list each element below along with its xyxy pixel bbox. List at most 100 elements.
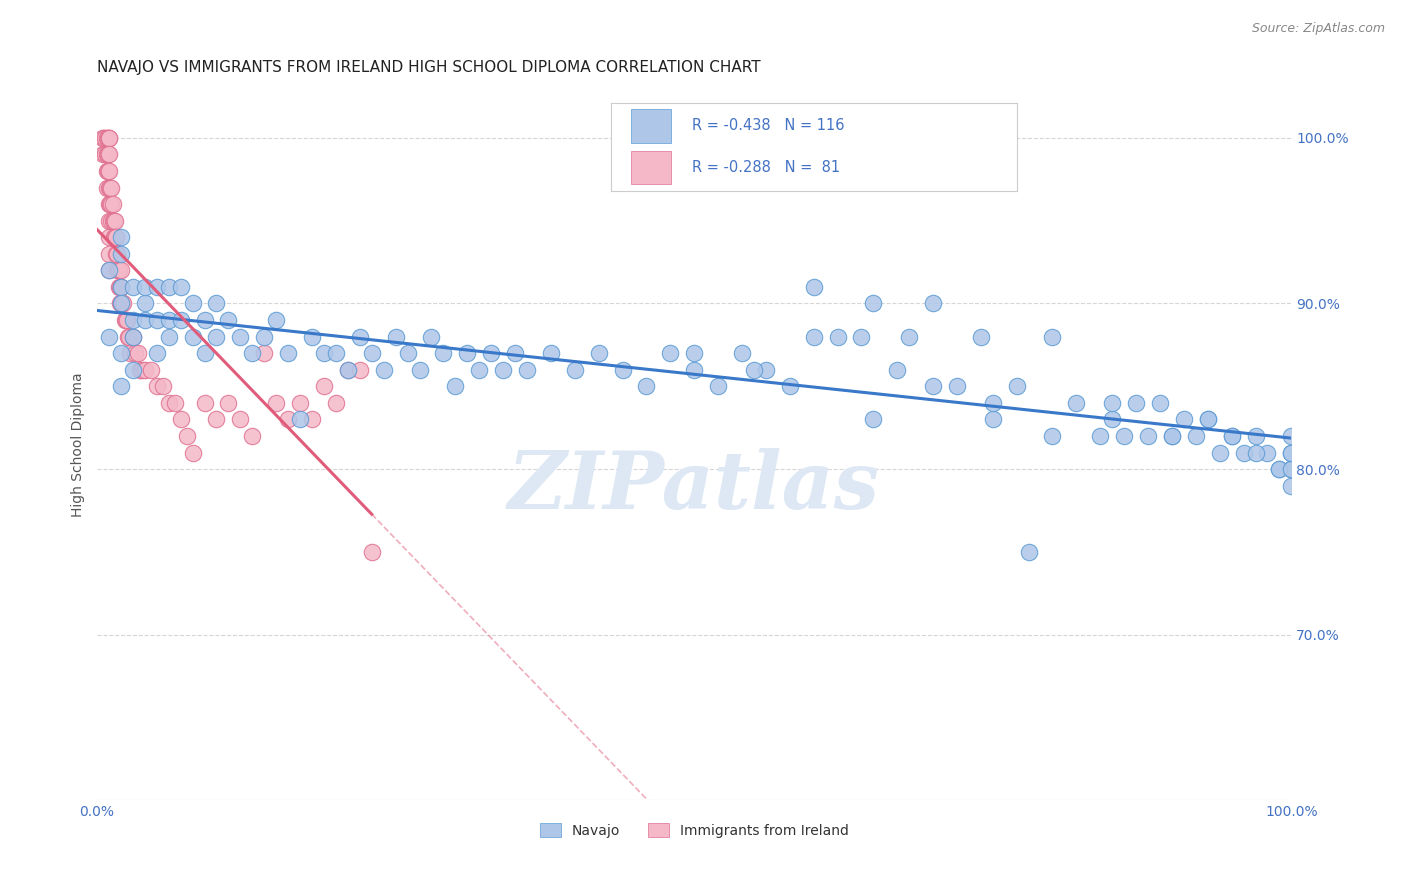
- Point: [731, 346, 754, 360]
- Point: [1268, 462, 1291, 476]
- Point: [612, 362, 634, 376]
- Point: [181, 296, 204, 310]
- Point: [114, 313, 136, 327]
- Point: [1184, 429, 1206, 443]
- Point: [922, 379, 945, 393]
- Point: [91, 131, 114, 145]
- Point: [1173, 412, 1195, 426]
- Point: [588, 346, 610, 360]
- Point: [98, 180, 121, 194]
- Point: [145, 346, 167, 360]
- Point: [240, 346, 263, 360]
- Point: [120, 346, 142, 360]
- Point: [110, 263, 132, 277]
- Point: [1256, 445, 1278, 459]
- Point: [101, 197, 124, 211]
- Point: [169, 412, 191, 426]
- Point: [229, 412, 252, 426]
- Point: [111, 296, 134, 310]
- Point: [1149, 396, 1171, 410]
- Point: [288, 412, 311, 426]
- Point: [94, 147, 117, 161]
- Point: [96, 131, 118, 145]
- Point: [110, 247, 132, 261]
- Point: [94, 131, 117, 145]
- Point: [98, 131, 121, 145]
- Point: [981, 396, 1004, 410]
- Point: [169, 280, 191, 294]
- Point: [1220, 429, 1243, 443]
- Point: [683, 346, 706, 360]
- Point: [946, 379, 969, 393]
- Point: [122, 313, 145, 327]
- Point: [1244, 429, 1267, 443]
- Point: [104, 230, 127, 244]
- Point: [970, 329, 993, 343]
- Point: [408, 362, 430, 376]
- Point: [742, 362, 765, 376]
- Point: [1114, 429, 1136, 443]
- Point: [1090, 429, 1112, 443]
- Point: [253, 346, 276, 360]
- Point: [862, 412, 884, 426]
- Point: [479, 346, 502, 360]
- Point: [98, 197, 121, 211]
- Point: [1232, 445, 1254, 459]
- Point: [1279, 478, 1302, 492]
- Point: [103, 213, 125, 227]
- Point: [98, 329, 121, 343]
- Point: [1208, 445, 1230, 459]
- Point: [1125, 396, 1147, 410]
- Point: [420, 329, 443, 343]
- Point: [97, 164, 120, 178]
- Point: [564, 362, 586, 376]
- Point: [169, 313, 191, 327]
- Point: [862, 296, 884, 310]
- Point: [803, 329, 825, 343]
- Point: [98, 180, 121, 194]
- Point: [1018, 545, 1040, 559]
- Point: [1279, 462, 1302, 476]
- Point: [96, 180, 118, 194]
- Point: [229, 329, 252, 343]
- Point: [107, 280, 129, 294]
- Point: [1279, 429, 1302, 443]
- Point: [683, 362, 706, 376]
- Point: [110, 296, 132, 310]
- Point: [1220, 429, 1243, 443]
- Point: [217, 396, 239, 410]
- Point: [301, 412, 323, 426]
- Point: [96, 147, 118, 161]
- Point: [103, 230, 125, 244]
- Point: [152, 379, 174, 393]
- Point: [1137, 429, 1160, 443]
- Point: [1197, 412, 1219, 426]
- Point: [105, 263, 128, 277]
- Point: [110, 296, 132, 310]
- Point: [336, 362, 359, 376]
- Text: ZIPatlas: ZIPatlas: [508, 448, 880, 525]
- Point: [98, 213, 121, 227]
- Point: [456, 346, 478, 360]
- Point: [98, 147, 121, 161]
- Point: [100, 213, 122, 227]
- Point: [193, 396, 215, 410]
- Point: [98, 263, 121, 277]
- Point: [97, 147, 120, 161]
- Point: [659, 346, 682, 360]
- Point: [755, 362, 778, 376]
- Point: [301, 329, 323, 343]
- Point: [104, 213, 127, 227]
- Point: [98, 247, 121, 261]
- Point: [105, 247, 128, 261]
- Point: [264, 396, 287, 410]
- Point: [707, 379, 730, 393]
- Point: [110, 346, 132, 360]
- Point: [157, 313, 180, 327]
- Point: [134, 313, 156, 327]
- Point: [217, 313, 239, 327]
- Point: [145, 313, 167, 327]
- Point: [105, 247, 128, 261]
- Point: [264, 313, 287, 327]
- Point: [205, 296, 228, 310]
